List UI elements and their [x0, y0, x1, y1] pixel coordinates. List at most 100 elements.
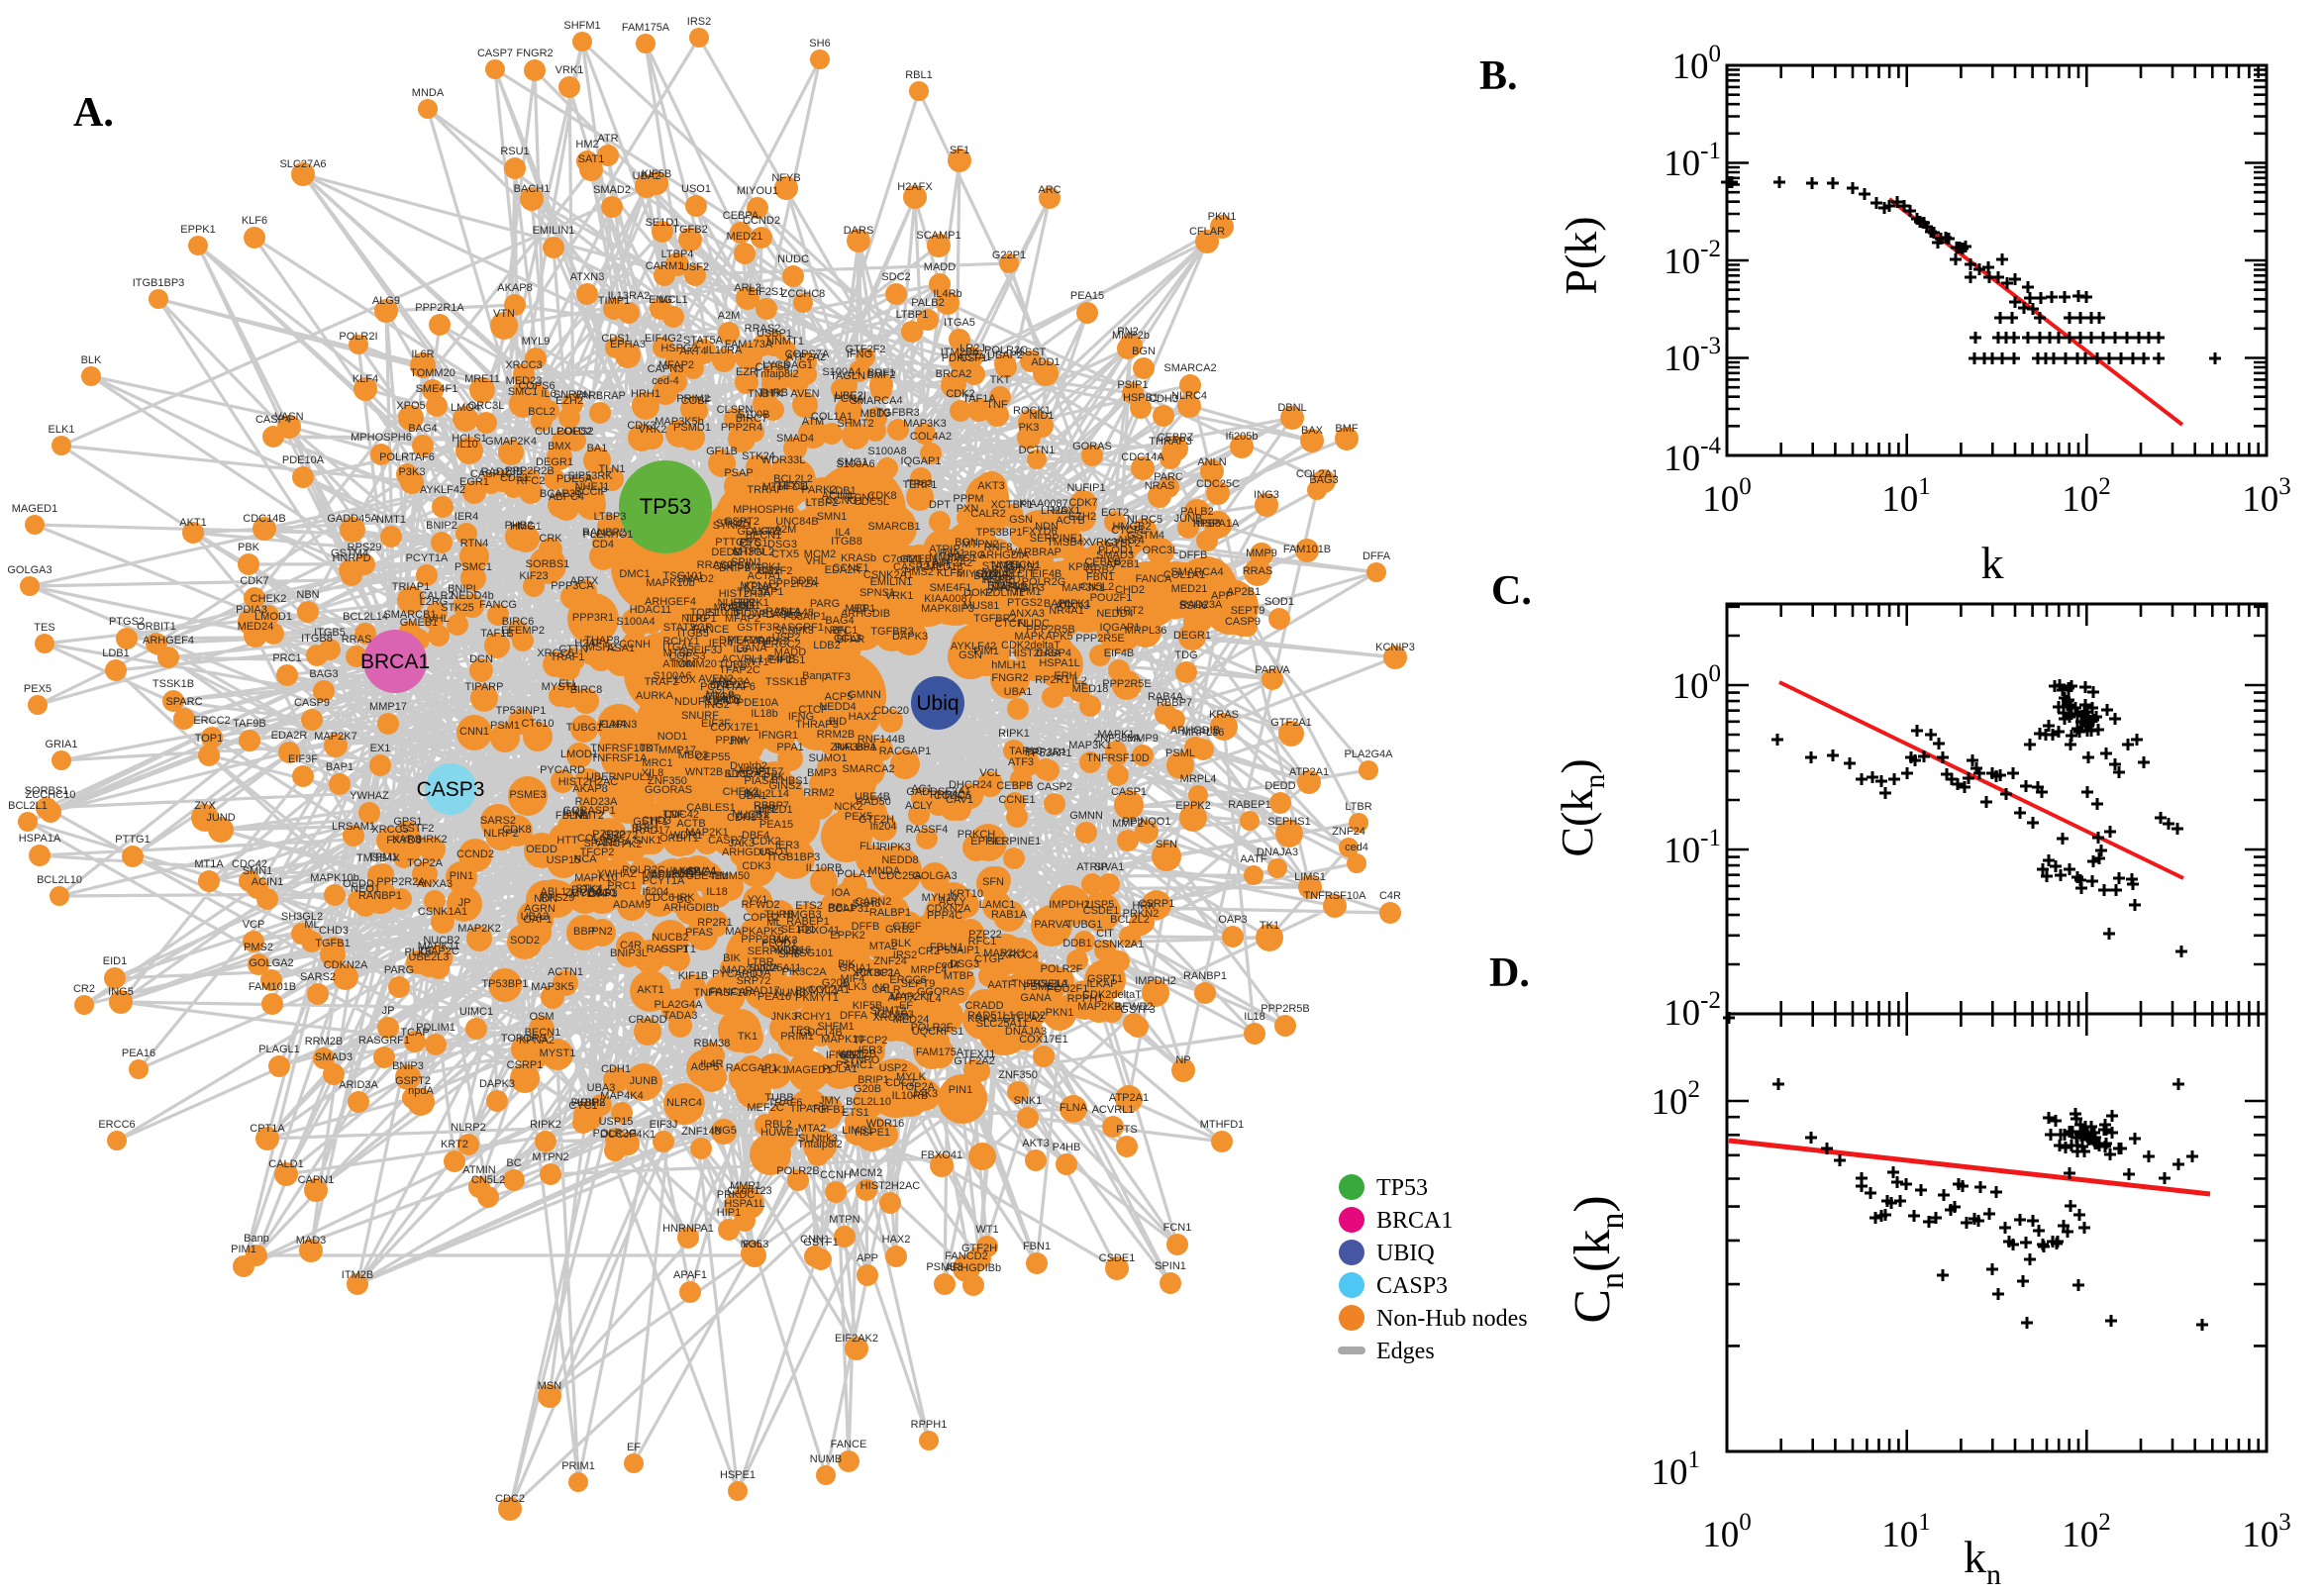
- svg-text:ING3: ING3: [1254, 489, 1279, 501]
- svg-text:BCL2L1: BCL2L1: [8, 800, 48, 812]
- svg-text:CCNH: CCNH: [619, 639, 651, 650]
- svg-text:CRADD: CRADD: [964, 1000, 1003, 1012]
- svg-text:MPHOSPH6: MPHOSPH6: [733, 504, 794, 516]
- svg-text:S100A8: S100A8: [867, 446, 906, 457]
- svg-text:AGRN: AGRN: [524, 903, 556, 915]
- svg-text:CASP1: CASP1: [1111, 786, 1147, 798]
- svg-text:MIF4: MIF4: [840, 973, 864, 985]
- svg-text:LTBP1: LTBP1: [896, 309, 929, 321]
- svg-text:MYLK: MYLK: [896, 1071, 927, 1083]
- svg-text:CDC14B: CDC14B: [243, 513, 285, 525]
- svg-text:ACLY: ACLY: [905, 800, 934, 812]
- svg-text:PLK3: PLK3: [405, 947, 432, 958]
- svg-text:SNK1: SNK1: [634, 835, 662, 847]
- svg-text:MAP4K4: MAP4K4: [600, 1090, 643, 1102]
- svg-text:CPT1A: CPT1A: [250, 1123, 285, 1135]
- svg-text:ITGB5: ITGB5: [677, 628, 709, 640]
- svg-text:ARL3: ARL3: [734, 282, 761, 294]
- svg-text:PKN1: PKN1: [1046, 1007, 1074, 1019]
- svg-text:USP2: USP2: [879, 1062, 908, 1074]
- svg-text:POLR2F: POLR2F: [1041, 963, 1083, 975]
- svg-text:Banp: Banp: [802, 670, 828, 682]
- svg-text:BCAP31: BCAP31: [540, 488, 581, 500]
- svg-text:TAGLN: TAGLN: [830, 370, 865, 382]
- svg-text:TOP2A: TOP2A: [407, 857, 444, 869]
- svg-text:AVEN2: AVEN2: [698, 673, 733, 685]
- svg-text:HUWE1: HUWE1: [736, 608, 775, 620]
- svg-text:YWHAZ: YWHAZ: [350, 790, 389, 802]
- svg-text:PIM1: PIM1: [231, 1244, 256, 1255]
- svg-text:RBBP7: RBBP7: [754, 800, 789, 812]
- svg-text:USP15: USP15: [547, 854, 581, 866]
- svg-text:FSCN1: FSCN1: [1005, 559, 1041, 571]
- svg-text:DBNL: DBNL: [1277, 402, 1306, 414]
- svg-text:GPS1: GPS1: [393, 816, 422, 828]
- svg-text:EIF4B: EIF4B: [1104, 648, 1135, 659]
- svg-text:ORBIT1: ORBIT1: [659, 833, 699, 845]
- svg-text:VCL: VCL: [979, 767, 1000, 779]
- svg-text:PARVA: PARVA: [1255, 664, 1290, 676]
- svg-text:DFFA: DFFA: [1363, 550, 1391, 562]
- svg-text:SFN: SFN: [1156, 839, 1177, 850]
- svg-text:LDB1: LDB1: [829, 485, 857, 497]
- svg-text:AC1: AC1: [911, 783, 932, 795]
- svg-text:NTHL1: NTHL1: [703, 694, 738, 706]
- svg-text:USO1: USO1: [681, 183, 711, 195]
- svg-text:SMG1: SMG1: [837, 456, 867, 468]
- svg-text:GGORAS: GGORAS: [645, 784, 692, 796]
- svg-text:NP: NP: [874, 982, 889, 994]
- svg-text:EZR: EZR: [736, 366, 758, 378]
- svg-text:L2RG: L2RG: [420, 596, 449, 608]
- svg-text:COX17E1: COX17E1: [710, 722, 759, 734]
- svg-text:CASP9: CASP9: [1225, 616, 1261, 628]
- svg-text:VRK2: VRK2: [639, 424, 667, 436]
- svg-text:AURKA: AURKA: [636, 690, 674, 702]
- svg-text:PTS: PTS: [1116, 1124, 1137, 1136]
- svg-text:FBXO41: FBXO41: [798, 925, 840, 937]
- svg-text:TP53: TP53: [1376, 1175, 1428, 1201]
- svg-text:ELK1: ELK1: [49, 424, 75, 436]
- svg-text:VCP: VCP: [243, 919, 265, 931]
- svg-text:LIMS1: LIMS1: [842, 1125, 873, 1137]
- svg-text:KRT10: KRT10: [950, 888, 983, 900]
- svg-text:BACH1: BACH1: [514, 183, 551, 195]
- svg-text:APP: APP: [857, 1252, 878, 1264]
- svg-text:EPPK2: EPPK2: [1175, 800, 1210, 812]
- svg-text:NUDC: NUDC: [777, 253, 809, 265]
- svg-text:THRB: THRB: [758, 387, 788, 399]
- svg-text:BRIP1: BRIP1: [858, 1074, 889, 1086]
- svg-text:PTGS2: PTGS2: [109, 616, 145, 628]
- svg-text:UBA1: UBA1: [1004, 686, 1033, 698]
- svg-text:PALB2: PALB2: [911, 297, 944, 309]
- svg-text:LAMA4: LAMA4: [736, 635, 771, 647]
- svg-text:ced4: ced4: [1345, 842, 1368, 853]
- svg-text:GMNN: GMNN: [1069, 810, 1103, 822]
- svg-text:PSM1: PSM1: [490, 720, 520, 732]
- svg-text:RCHY1: RCHY1: [662, 636, 699, 648]
- svg-text:UBE2L3: UBE2L3: [409, 951, 450, 963]
- svg-text:DCN: DCN: [469, 653, 493, 665]
- svg-text:RACGAP1: RACGAP1: [879, 746, 932, 757]
- svg-text:ILK1: ILK1: [563, 807, 586, 819]
- svg-text:WDR33L: WDR33L: [761, 454, 806, 466]
- svg-text:XCTBP1: XCTBP1: [853, 967, 895, 979]
- svg-text:MFAP2: MFAP2: [658, 359, 694, 371]
- svg-text:SFN: SFN: [982, 876, 1004, 888]
- svg-text:I6SST: I6SST: [1016, 347, 1047, 358]
- svg-text:ARHGEF4: ARHGEF4: [645, 596, 696, 608]
- svg-text:VHL: VHL: [428, 613, 449, 625]
- svg-text:ced-4: ced-4: [652, 375, 679, 387]
- svg-text:EIF2S1: EIF2S1: [749, 286, 785, 298]
- svg-text:ATRIP: ATRIP: [1076, 861, 1108, 873]
- svg-text:RAD50: RAD50: [856, 796, 890, 808]
- svg-text:XCTBP1: XCTBP1: [991, 499, 1034, 511]
- svg-text:CCND2: CCND2: [456, 848, 494, 860]
- svg-text:TGFB1: TGFB1: [315, 938, 350, 949]
- svg-text:PPP4C: PPP4C: [927, 910, 962, 922]
- svg-text:DEGR1: DEGR1: [536, 456, 573, 468]
- svg-text:BCLAF1: BCLAF1: [973, 570, 1015, 582]
- svg-text:HUWE1: HUWE1: [760, 1127, 800, 1139]
- svg-text:STK25: STK25: [716, 518, 750, 530]
- svg-text:S100A6: S100A6: [836, 458, 874, 470]
- svg-text:SHMT2: SHMT2: [837, 418, 873, 430]
